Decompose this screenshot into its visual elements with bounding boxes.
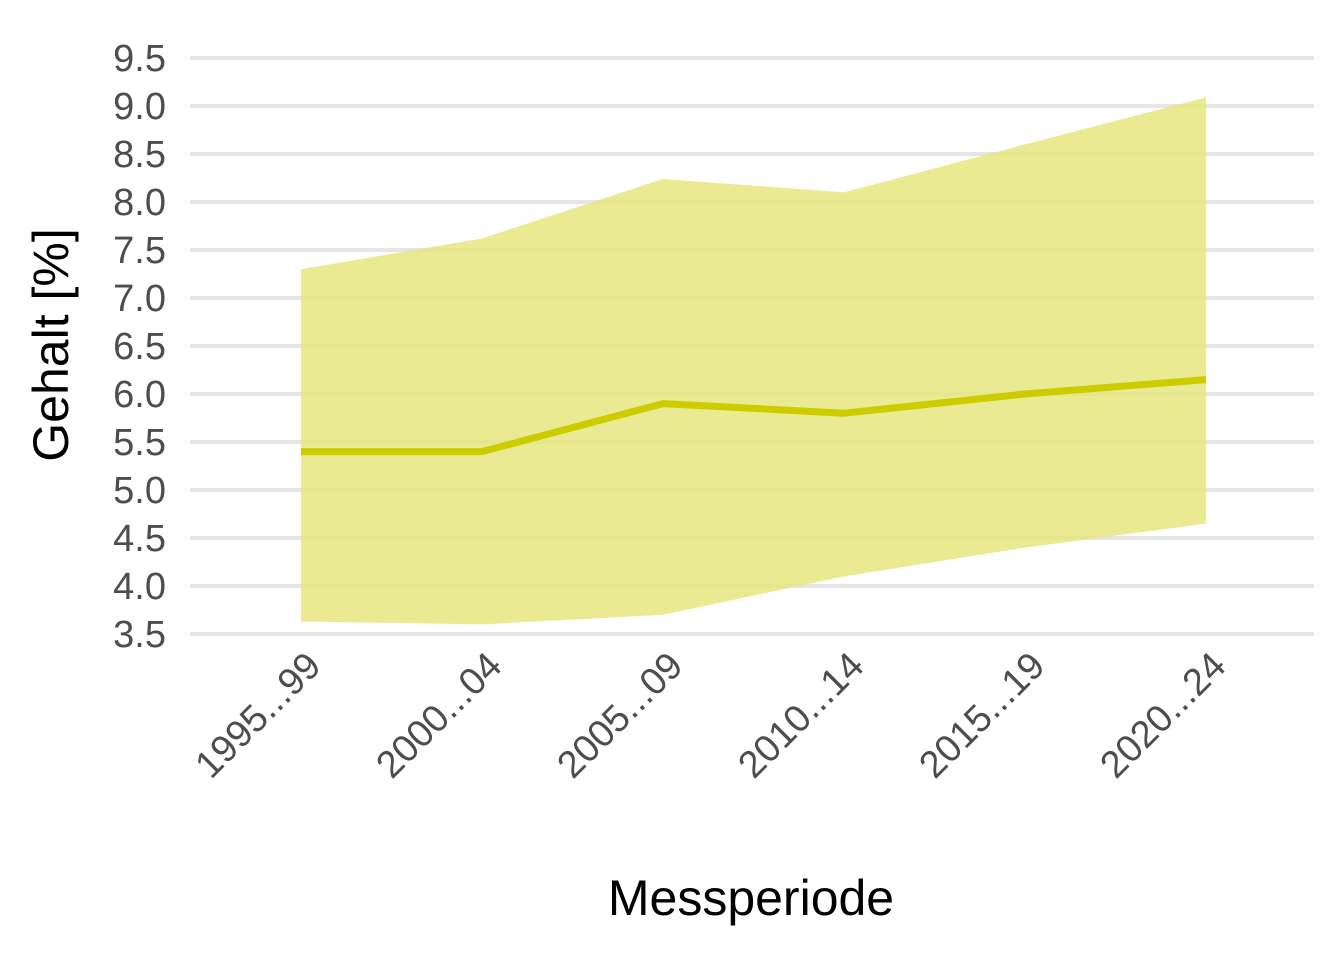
y-tick-label: 8.5: [113, 134, 166, 176]
y-tick-label: 3.5: [113, 614, 166, 656]
y-tick-label: 5.0: [113, 470, 166, 512]
x-tick-label: 1995...99: [188, 645, 330, 787]
y-tick-label: 6.5: [113, 326, 166, 368]
y-tick-label: 5.5: [113, 422, 166, 464]
y-tick-label: 4.0: [113, 566, 166, 608]
range-band-area: [301, 97, 1206, 625]
x-tick-label: 2005...09: [550, 645, 692, 787]
y-tick-label: 6.0: [113, 374, 166, 416]
y-tick-label: 7.5: [113, 230, 166, 272]
y-tick-labels: 3.5 4.0 4.5 5.0 5.5 6.0 6.5 7.0 7.5 8.0 8.5 9.0 9.5: [113, 38, 166, 656]
series-lines: [301, 376, 1207, 456]
y-tick-label: 7.0: [113, 278, 166, 320]
series-line: [301, 376, 1207, 456]
x-tick-label: 2020...24: [1093, 645, 1235, 787]
x-tick-label: 2015...19: [912, 645, 1054, 787]
x-axis-title: Messperiode: [608, 870, 894, 926]
x-tick-label: 2010...14: [731, 645, 873, 787]
y-axis-title: Gehalt [%]: [23, 228, 79, 461]
y-tick-label: 8.0: [113, 182, 166, 224]
x-tick-label: 2000...04: [369, 645, 511, 787]
y-tick-label: 4.5: [113, 518, 166, 560]
y-tick-label: 9.5: [113, 38, 166, 80]
x-tick-labels: 1995...99 2000...04 2005...09 2010...14 2015…: [188, 645, 1235, 787]
y-tick-label: 9.0: [113, 86, 166, 128]
range-band: [301, 97, 1206, 625]
